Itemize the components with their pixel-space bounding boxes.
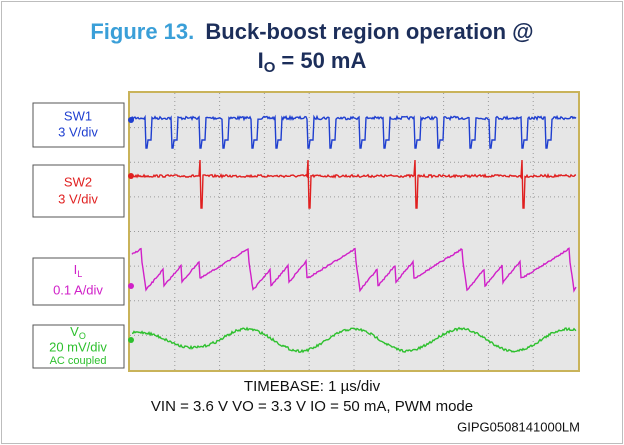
channel-name: SW1: [64, 108, 92, 123]
channel-marker: [128, 117, 134, 123]
timebase: TIMEBASE: 1 µs/div: [244, 378, 381, 395]
channel-scale: 3 V/div: [58, 124, 98, 139]
channel-scale: 3 V/div: [58, 191, 98, 206]
channel-note: AC coupled: [50, 355, 107, 367]
page: Figure 13. Buck-boost region operation @…: [0, 0, 624, 445]
channel-marker: [128, 173, 134, 179]
channel-marker: [128, 283, 134, 289]
channel-subscript: L: [77, 269, 82, 279]
channel-symbol: V: [70, 324, 79, 339]
title-subscript: O: [264, 59, 276, 76]
channel-marker: [128, 337, 134, 343]
conditions: VIN = 3.6 V VO = 3.3 V IO = 50 mA, PWM m…: [151, 398, 473, 415]
figure-code: GIPG0508141000LM: [457, 419, 580, 434]
figure: Figure 13. Buck-boost region operation @…: [0, 0, 624, 445]
channel-scale: 20 mV/div: [49, 339, 107, 354]
figure-number: Figure 13.: [90, 19, 194, 44]
figure-title: Figure 13. Buck-boost region operation @: [90, 19, 533, 44]
title-rest: = 50 mA: [281, 48, 366, 73]
channel-name: SW2: [64, 174, 92, 189]
title-line1: Buck-boost region operation @: [205, 19, 533, 44]
channel-scale: 0.1 A/div: [53, 282, 103, 297]
